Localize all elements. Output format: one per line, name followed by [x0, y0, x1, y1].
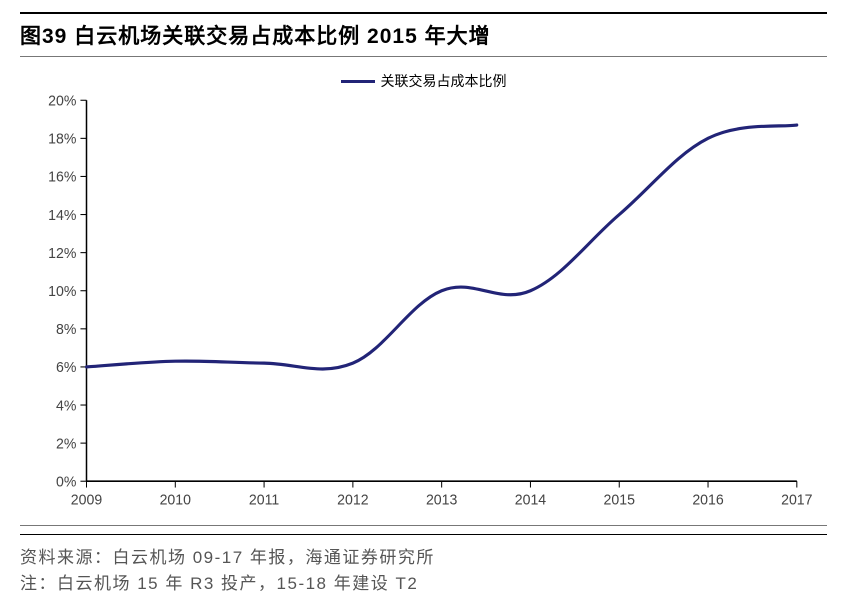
y-tick-label: 12%	[48, 246, 76, 262]
x-tick-label: 2010	[160, 492, 191, 508]
title-bar: 图39 白云机场关联交易占成本比例 2015 年大增	[20, 12, 827, 57]
x-tick-label: 2017	[781, 492, 812, 508]
line-chart: 0% 2% 4% 6% 8% 10% 12% 14% 16% 18% 20% 2009 2010 2011…	[30, 75, 817, 517]
y-tick-label: 6%	[56, 360, 77, 376]
x-tick-label: 2011	[249, 492, 279, 508]
y-tick-label: 18%	[48, 131, 76, 147]
chart-area: 关联交易占成本比例 0% 2% 4% 6% 8% 10% 12% 14% 16% 18% 20% 20…	[20, 57, 827, 526]
x-tick-label: 2013	[426, 492, 457, 508]
y-tick-label: 20%	[48, 93, 76, 109]
data-line	[87, 125, 797, 369]
figure-container: 图39 白云机场关联交易占成本比例 2015 年大增 关联交易占成本比例 0% 2…	[0, 0, 847, 606]
y-tick-label: 8%	[56, 322, 77, 338]
x-tick-label: 2016	[692, 492, 723, 508]
footer-notes: 资料来源：白云机场 09-17 年报，海通证券研究所 注：白云机场 15 年 R…	[20, 534, 827, 596]
chart-title: 图39 白云机场关联交易占成本比例 2015 年大增	[20, 20, 827, 50]
y-tick-label: 0%	[56, 474, 77, 490]
x-tick-label: 2009	[71, 492, 102, 508]
x-tick-label: 2014	[515, 492, 546, 508]
note-line: 注：白云机场 15 年 R3 投产，15-18 年建设 T2	[20, 571, 827, 597]
x-tick-label: 2012	[337, 492, 368, 508]
legend: 关联交易占成本比例	[341, 71, 507, 91]
legend-swatch	[341, 80, 375, 83]
y-tick-label: 16%	[48, 169, 76, 185]
y-tick-label: 14%	[48, 208, 76, 224]
x-tick-label: 2015	[604, 492, 635, 508]
source-line: 资料来源：白云机场 09-17 年报，海通证券研究所	[20, 545, 827, 571]
legend-label: 关联交易占成本比例	[381, 71, 507, 91]
y-tick-label: 4%	[56, 398, 77, 414]
y-tick-label: 10%	[48, 284, 76, 300]
y-tick-label: 2%	[56, 436, 77, 452]
